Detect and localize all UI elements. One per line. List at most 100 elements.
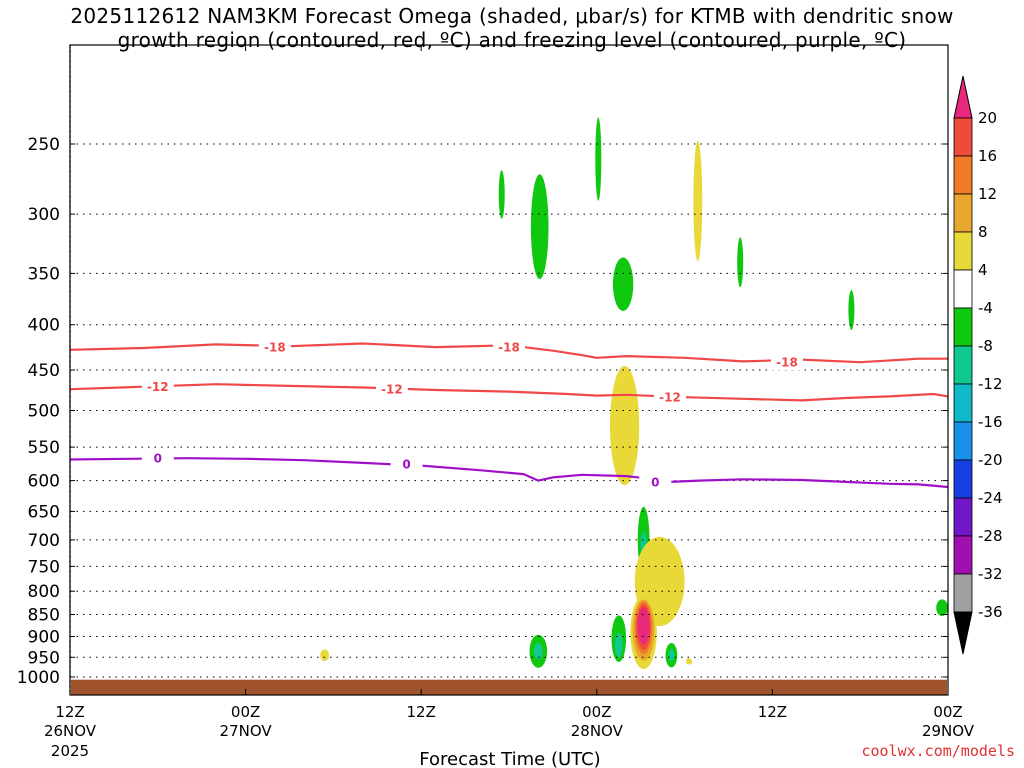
contour-label-1-1: -12 bbox=[381, 383, 403, 397]
contour-label-1-2: -12 bbox=[659, 391, 681, 405]
omega-blob-4 bbox=[693, 141, 703, 262]
colorbar-label-6: -8 bbox=[978, 337, 993, 355]
colorbar-label-11: -28 bbox=[978, 527, 1003, 545]
x-tick-date-0: 26NOV bbox=[44, 722, 97, 740]
colorbar-swatch-9 bbox=[953, 421, 973, 461]
x-axis-title: Forecast Time (UTC) bbox=[419, 749, 600, 768]
contour-label-bg-1-2 bbox=[654, 389, 686, 406]
contour-1 bbox=[69, 383, 949, 402]
contour-label-0-2: -18 bbox=[776, 356, 798, 370]
colorbar-label-12: -32 bbox=[978, 565, 1003, 583]
x-tick-label-0: 12Z bbox=[55, 703, 84, 721]
x-tick-date-5: 29NOV bbox=[922, 722, 975, 740]
omega-blob-23 bbox=[686, 658, 692, 665]
colorbar-label-4: 4 bbox=[978, 261, 988, 279]
contour-label-bg-1-0 bbox=[141, 378, 174, 395]
contour-label-bg-0-0 bbox=[258, 339, 291, 356]
colorbar-swatch-13 bbox=[953, 573, 973, 613]
omega-blob-20 bbox=[637, 607, 650, 645]
colorbar-swatch-8 bbox=[953, 383, 973, 423]
chart-title-line-1: 2025112612 NAM3KM Forecast Omega (shaded… bbox=[70, 4, 954, 28]
colorbar-label-5: -4 bbox=[978, 299, 993, 317]
colorbar-bottom-arrow bbox=[953, 611, 973, 655]
colorbar-swatch-10 bbox=[953, 459, 973, 499]
colorbar-swatch-5 bbox=[953, 269, 973, 309]
colorbar-label-10: -24 bbox=[978, 489, 1003, 507]
year-label: 2025 bbox=[51, 742, 89, 760]
y-tick-label-300: 300 bbox=[28, 205, 60, 225]
x-tick-label-4: 12Z bbox=[758, 703, 787, 721]
y-tick-label-650: 650 bbox=[28, 502, 60, 522]
omega-blob-13 bbox=[533, 643, 543, 660]
colorbar-label-13: -36 bbox=[978, 603, 1003, 621]
contour-label-2-0: 0 bbox=[154, 452, 162, 466]
pressure-gridlines bbox=[70, 143, 948, 678]
omega-blob-5 bbox=[737, 237, 744, 288]
colorbar-label-7: -12 bbox=[978, 375, 1003, 393]
colorbar-swatch-7 bbox=[953, 345, 973, 385]
colorbar-swatch-2 bbox=[953, 155, 973, 195]
contour-label-bg-0-1 bbox=[493, 339, 525, 356]
y-tick-label-950: 950 bbox=[28, 648, 60, 668]
x-tick-label-5: 00Z bbox=[933, 703, 962, 721]
y-tick-label-750: 750 bbox=[28, 557, 60, 577]
colorbar-swatch-1 bbox=[953, 117, 973, 157]
colorbar-label-8: -16 bbox=[978, 413, 1003, 431]
omega-blob-0 bbox=[320, 649, 329, 661]
colorbar-swatch-12 bbox=[953, 535, 973, 575]
contour-label-bg-2-1 bbox=[390, 456, 423, 473]
contour-label-bg-2-2 bbox=[639, 473, 672, 490]
contour-2 bbox=[69, 457, 949, 489]
y-tick-label-800: 800 bbox=[28, 582, 60, 602]
omega-blob-2 bbox=[530, 174, 549, 280]
colorbar-label-3: 8 bbox=[978, 223, 988, 241]
colorbar-label-2: 12 bbox=[978, 185, 997, 203]
contour-label-0-1: -18 bbox=[498, 341, 520, 355]
y-tick-label-600: 600 bbox=[28, 472, 60, 492]
colorbar-swatch-3 bbox=[953, 193, 973, 233]
y-tick-label-550: 550 bbox=[28, 438, 60, 458]
contour-label-1-0: -12 bbox=[147, 380, 169, 394]
x-tick-label-2: 12Z bbox=[407, 703, 436, 721]
omega-shading-layer bbox=[320, 117, 948, 669]
y-tick-label-350: 350 bbox=[28, 264, 60, 284]
colorbar-swatch-4 bbox=[953, 231, 973, 271]
terrain-band bbox=[71, 679, 947, 695]
y-axis: 2503003504004505005506006507007508008509… bbox=[17, 135, 948, 688]
y-tick-label-900: 900 bbox=[28, 628, 60, 648]
omega-blob-1 bbox=[498, 170, 505, 219]
omega-blob-6 bbox=[848, 290, 855, 330]
plot-frame bbox=[69, 44, 949, 696]
colorbar-label-1: 16 bbox=[978, 147, 997, 165]
x-tick-label-3: 00Z bbox=[582, 703, 611, 721]
contour-label-bg-2-0 bbox=[141, 450, 174, 467]
colorbar-swatch-6 bbox=[953, 307, 973, 347]
contour-layer: -18 -18 -18 -12 -12 -12 0 0 0 bbox=[69, 339, 949, 490]
chart-title-line-2: growth region (contoured, red, ºC) and f… bbox=[117, 28, 907, 52]
colorbar-swatch-11 bbox=[953, 497, 973, 537]
credit-label: coolwx.com/models bbox=[861, 742, 1015, 760]
x-tick-label-1: 00Z bbox=[231, 703, 260, 721]
colorbar-top-arrow bbox=[953, 75, 973, 119]
y-tick-label-1000: 1000 bbox=[17, 668, 60, 688]
omega-blob-8 bbox=[610, 366, 640, 486]
contour-label-bg-0-2 bbox=[771, 354, 803, 371]
colorbar: 20 16 12 8 4 -4 -8 -12 -16 -20 -24 -28 -32 -36 bbox=[953, 75, 1003, 655]
contour-label-bg-1-1 bbox=[375, 381, 408, 398]
omega-blob-22 bbox=[668, 649, 675, 662]
y-tick-label-400: 400 bbox=[28, 316, 60, 336]
y-tick-label-450: 450 bbox=[28, 361, 60, 381]
x-tick-date-3: 28NOV bbox=[571, 722, 624, 740]
y-tick-label-700: 700 bbox=[28, 531, 60, 551]
colorbar-label-9: -20 bbox=[978, 451, 1003, 469]
contour-label-2-1: 0 bbox=[402, 458, 410, 472]
omega-blob-3 bbox=[595, 117, 602, 201]
omega-blob-7 bbox=[612, 257, 634, 311]
contour-label-0-0: -18 bbox=[264, 341, 286, 355]
terrain-layer bbox=[71, 679, 947, 695]
contour-label-2-2: 0 bbox=[651, 475, 659, 489]
omega-blob-15 bbox=[615, 632, 623, 658]
y-tick-label-250: 250 bbox=[28, 135, 60, 155]
